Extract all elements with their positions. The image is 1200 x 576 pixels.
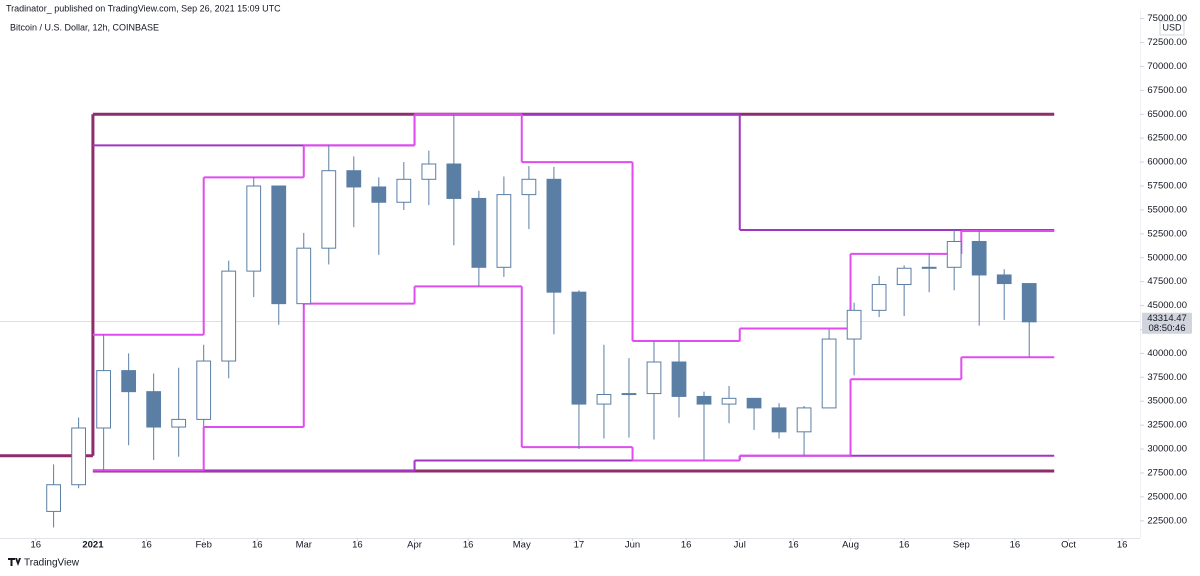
x-tick-label: Aug: [842, 540, 859, 551]
x-tick-label: 2021: [82, 540, 104, 551]
candle-body: [646, 361, 662, 395]
y-tick-label: 65000.00: [1147, 109, 1187, 120]
candle-body: [46, 484, 61, 512]
candle-body: [546, 178, 562, 293]
x-tick-label: Sep: [953, 540, 970, 551]
candle-body: [971, 240, 987, 276]
currency-label: USD: [1162, 22, 1182, 32]
candle-body: [746, 397, 762, 409]
price-tag-value: 43314.47: [1147, 313, 1187, 324]
candle-body: [796, 407, 812, 433]
logo-icon: [8, 558, 21, 566]
publisher-line: Tradinator_ published on TradingView.com…: [6, 3, 281, 13]
candle-body: [521, 178, 537, 196]
y-tick-label: 30000.00: [1147, 444, 1187, 455]
x-tick-label: Apr: [407, 540, 422, 551]
x-tick-label: 16: [141, 540, 152, 551]
candle-body: [496, 194, 512, 268]
candle-body: [671, 361, 687, 397]
y-tick-label: 72500.00: [1147, 37, 1187, 48]
y-tick-label: 70000.00: [1147, 61, 1187, 72]
x-tick-label: 16: [1117, 540, 1128, 551]
candle-body: [596, 394, 612, 405]
candle-body: [721, 397, 737, 405]
y-tick-label: 45000.00: [1147, 300, 1187, 311]
candle-body: [421, 163, 437, 180]
price-tag-countdown: 08:50:46: [1149, 323, 1186, 334]
candle-body: [896, 267, 912, 286]
candle-body: [846, 309, 862, 340]
y-tick-label: 35000.00: [1147, 396, 1187, 407]
x-tick-label: Jun: [625, 540, 640, 551]
x-tick-label: May: [513, 540, 531, 551]
candle-body: [321, 170, 337, 249]
x-tick-label: 16: [463, 540, 474, 551]
y-tick-label: 62500.00: [1147, 133, 1187, 144]
y-tick-label: 47500.00: [1147, 276, 1187, 287]
x-tick-label: 16: [788, 540, 799, 551]
candle-body: [221, 270, 237, 362]
y-tick-label: 75000.00: [1147, 13, 1187, 24]
candle-body: [346, 170, 362, 188]
candle-body: [96, 370, 112, 429]
x-tick-label: 17: [574, 540, 585, 551]
candle-body: [871, 284, 887, 311]
footer-logo: TradingView: [8, 558, 80, 569]
x-tick-label: 16: [352, 540, 363, 551]
y-tick-label: 55000.00: [1147, 204, 1187, 215]
candle-body: [396, 178, 412, 203]
candle-body: [696, 395, 712, 405]
candle-body: [471, 197, 487, 268]
y-tick-label: 27500.00: [1147, 467, 1187, 478]
y-tick-label: 50000.00: [1147, 252, 1187, 263]
x-tick-label: 16: [1010, 540, 1021, 551]
x-tick-label: 16: [899, 540, 910, 551]
y-tick-label: 25000.00: [1147, 491, 1187, 502]
y-tick-label: 60000.00: [1147, 157, 1187, 168]
candle-body: [996, 274, 1012, 285]
symbol-title: Bitcoin / U.S. Dollar, 12h, COINBASE: [10, 22, 159, 32]
candle-body: [146, 391, 162, 428]
candle-body: [71, 427, 86, 486]
x-tick-label: 16: [30, 540, 41, 551]
candle-body: [771, 407, 787, 433]
candle-body: [296, 247, 312, 305]
y-tick-label: 40000.00: [1147, 348, 1187, 359]
plot-area: [0, 112, 1140, 528]
candle-body: [271, 185, 287, 305]
x-tick-label: 16: [252, 540, 263, 551]
price-tag: [1142, 312, 1192, 334]
candle-body: [121, 370, 137, 393]
candle-body: [1021, 283, 1037, 323]
candle-body: [246, 185, 262, 272]
x-tick-label: Jul: [734, 540, 746, 551]
x-tick-label: 16: [681, 540, 692, 551]
y-tick-label: 32500.00: [1147, 420, 1187, 431]
y-tick-label: 52500.00: [1147, 228, 1187, 239]
y-tick-label: 22500.00: [1147, 515, 1187, 526]
y-tick-label: 57500.00: [1147, 181, 1187, 192]
candle-body: [946, 240, 962, 268]
x-tick-label: Oct: [1061, 540, 1076, 551]
candle-body: [621, 393, 637, 396]
candle-body: [571, 291, 587, 405]
candle-body: [196, 360, 212, 420]
candle-body: [821, 338, 837, 409]
x-tick-label: Feb: [196, 540, 212, 551]
y-tick-label: 67500.00: [1147, 85, 1187, 96]
candle-body: [371, 186, 387, 203]
candle-body: [446, 163, 462, 199]
x-tick-label: Mar: [296, 540, 312, 551]
y-tick-label: 37500.00: [1147, 372, 1187, 383]
footer-brand: TradingView: [24, 558, 80, 569]
currency-box: [1159, 20, 1185, 36]
candle-body: [171, 418, 187, 428]
candle-body: [921, 266, 937, 269]
